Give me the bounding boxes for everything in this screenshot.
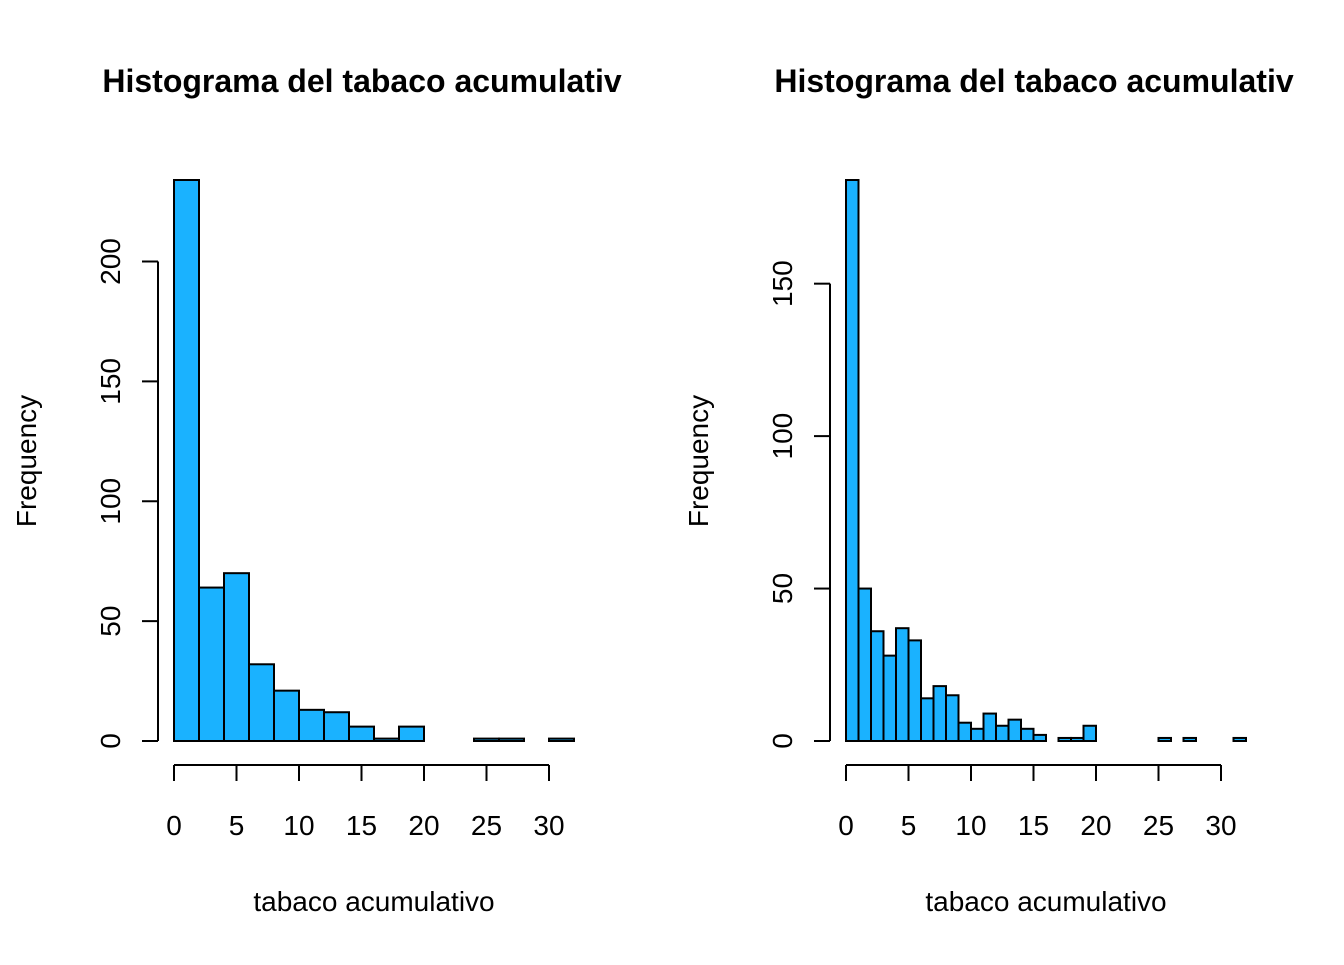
- histogram-bar-right-19: [1082, 724, 1097, 742]
- bars-right: [845, 179, 1247, 743]
- histogram-bar-left-4: [273, 689, 300, 743]
- y-tick-label-right: 100: [767, 413, 798, 460]
- x-axis-label-right: tabaco acumulativo: [925, 886, 1166, 917]
- bars-left: [173, 179, 575, 743]
- histogram-panel-left: Histograma del tabaco acumulativ tabaco …: [11, 63, 622, 917]
- histogram-bar-right-15: [1032, 733, 1047, 742]
- x-axis-left: 0 5 10 15 20 25 30: [166, 764, 565, 841]
- histogram-bar-right-0: [845, 179, 860, 742]
- x-tick-label-right: 0: [838, 810, 854, 841]
- histogram-bar-right-5: [907, 639, 922, 742]
- x-tick-label-left: 0: [166, 810, 182, 841]
- x-tick-label-right: 30: [1205, 810, 1236, 841]
- histogram-bar-right-25: [1157, 736, 1172, 743]
- x-axis-label-left: tabaco acumulativo: [253, 886, 494, 917]
- histogram-bar-left-6: [323, 711, 350, 743]
- histogram-bar-right-14: [1020, 727, 1035, 742]
- histogram-bar-right-11: [982, 712, 997, 742]
- histogram-bar-right-31: [1232, 736, 1247, 743]
- y-tick-label-left: 50: [95, 606, 126, 637]
- histogram-bar-right-6: [920, 697, 935, 743]
- histogram-bar-left-3: [248, 663, 275, 742]
- y-tick-label-left: 200: [95, 238, 126, 285]
- histogram-bar-right-13: [1007, 718, 1022, 742]
- histogram-bar-right-4: [895, 627, 910, 743]
- histogram-bar-left-2: [223, 572, 250, 743]
- x-tick-label-left: 30: [533, 810, 564, 841]
- histogram-bar-right-10: [970, 727, 985, 742]
- y-tick-label-left: 150: [95, 358, 126, 405]
- histogram-bar-left-9: [398, 725, 425, 742]
- histogram-bar-left-13: [498, 737, 525, 742]
- y-tick-label-left: 100: [95, 478, 126, 525]
- histogram-bar-left-15: [548, 737, 575, 742]
- histogram-bar-right-3: [882, 654, 897, 742]
- histogram-bar-right-9: [957, 721, 972, 743]
- x-tick-label-left: 20: [408, 810, 439, 841]
- y-axis-right: 0 50 100 150: [767, 260, 831, 749]
- x-tick-label-right: 5: [901, 810, 917, 841]
- y-tick-label-left: 0: [95, 733, 126, 749]
- histogram-bar-left-7: [348, 725, 375, 742]
- histogram-bar-left-5: [298, 708, 325, 742]
- x-tick-label-left: 25: [471, 810, 502, 841]
- x-tick-label-right: 20: [1080, 810, 1111, 841]
- histogram-bar-left-8: [373, 737, 400, 742]
- chart-title-right: Histograma del tabaco acumulativ: [774, 63, 1293, 99]
- y-axis-left: 0 50 100 150 200: [95, 238, 159, 749]
- histogram-bar-left-0: [173, 179, 200, 742]
- histogram-bar-right-7: [932, 685, 947, 743]
- y-tick-label-right: 150: [767, 260, 798, 307]
- x-tick-label-right: 10: [955, 810, 986, 841]
- x-tick-label-left: 5: [229, 810, 245, 841]
- y-tick-label-right: 0: [767, 733, 798, 749]
- histogram-bar-right-8: [945, 694, 960, 742]
- x-tick-label-right: 15: [1018, 810, 1049, 841]
- histogram-bar-right-27: [1182, 736, 1197, 743]
- histogram-bar-left-1: [198, 586, 225, 742]
- y-tick-label-right: 50: [767, 573, 798, 604]
- histogram-bar-right-18: [1070, 736, 1085, 743]
- x-tick-label-right: 25: [1143, 810, 1174, 841]
- x-tick-label-left: 15: [346, 810, 377, 841]
- histogram-bar-right-17: [1057, 736, 1072, 743]
- y-axis-label-left: Frequency: [11, 395, 42, 527]
- histogram-bar-right-2: [870, 630, 885, 743]
- x-tick-label-left: 10: [283, 810, 314, 841]
- y-axis-label-right: Frequency: [683, 395, 714, 527]
- x-axis-right: 0 5 10 15 20 25 30: [838, 764, 1237, 841]
- histogram-bar-right-12: [995, 724, 1010, 742]
- histogram-bar-right-1: [857, 587, 872, 742]
- histogram-bar-left-12: [473, 737, 500, 742]
- histogram-panel-right: Histograma del tabaco acumulativ tabaco …: [683, 63, 1294, 917]
- chart-title-left: Histograma del tabaco acumulativ: [102, 63, 621, 99]
